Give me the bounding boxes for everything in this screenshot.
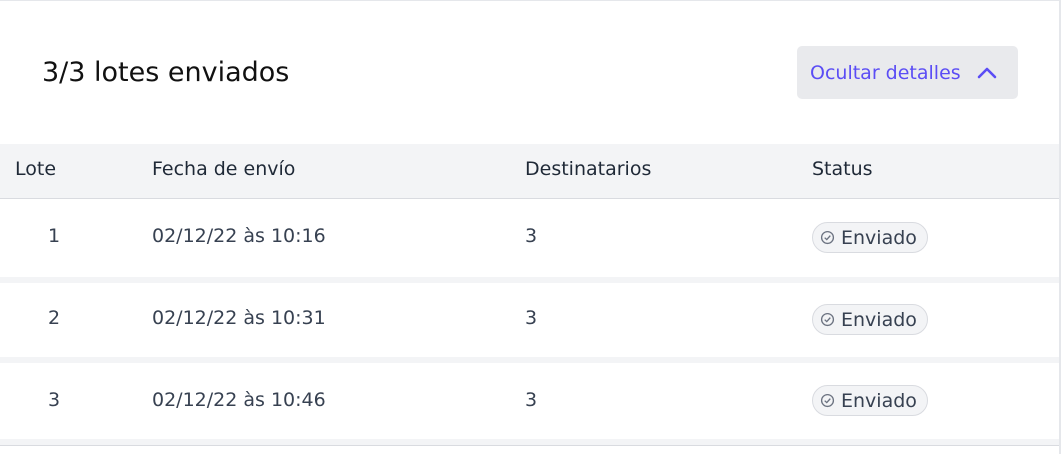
fecha-cell: 02/12/22 às 10:46 — [152, 389, 326, 411]
check-circle-icon — [820, 312, 835, 327]
fecha-cell: 02/12/22 às 10:16 — [152, 225, 326, 247]
table-row: 2 02/12/22 às 10:31 3 Enviado — [0, 283, 1059, 357]
fecha-cell: 02/12/22 às 10:31 — [152, 307, 326, 329]
row-divider — [0, 439, 1059, 446]
table-row: 1 02/12/22 às 10:16 3 Enviado — [0, 199, 1059, 277]
chevron-up-icon — [977, 67, 996, 78]
row-divider — [0, 357, 1059, 363]
destinatarios-cell: 3 — [525, 307, 538, 329]
column-header-lote: Lote — [15, 158, 57, 180]
hide-details-label: Ocultar detalles — [810, 61, 961, 84]
destinatarios-cell: 3 — [525, 389, 538, 411]
table-header: Lote Fecha de envío Destinatarios Status — [0, 144, 1059, 199]
lote-cell: 1 — [48, 225, 61, 247]
column-header-fecha: Fecha de envío — [152, 158, 296, 180]
status-label: Enviado — [841, 226, 917, 249]
status-label: Enviado — [841, 308, 917, 331]
status-badge: Enviado — [812, 385, 928, 416]
page-title: 3/3 lotes enviados — [42, 57, 290, 88]
check-circle-icon — [820, 393, 835, 408]
status-label: Enviado — [841, 389, 917, 412]
column-header-destinatarios: Destinatarios — [525, 158, 652, 180]
destinatarios-cell: 3 — [525, 225, 538, 247]
check-circle-icon — [820, 230, 835, 245]
table-row: 3 02/12/22 às 10:46 3 Enviado — [0, 363, 1059, 439]
status-badge: Enviado — [812, 304, 928, 335]
column-header-status: Status — [812, 158, 873, 180]
hide-details-button[interactable]: Ocultar detalles — [797, 46, 1018, 99]
row-divider — [0, 277, 1059, 283]
lote-cell: 3 — [48, 389, 61, 411]
status-badge: Enviado — [812, 222, 928, 253]
lote-cell: 2 — [48, 307, 61, 329]
